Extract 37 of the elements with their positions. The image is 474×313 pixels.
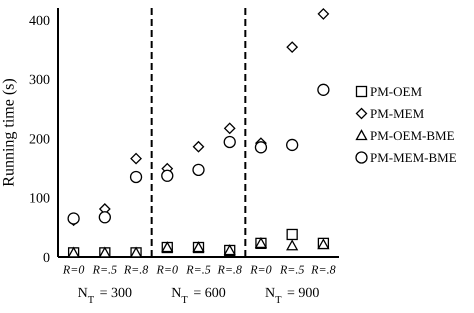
- x-tick-label: R=.5: [185, 262, 211, 277]
- x-tick-label: R=.8: [310, 262, 336, 277]
- y-tick-label: 100: [29, 192, 50, 207]
- y-tick-label: 300: [29, 73, 50, 88]
- point: [286, 228, 298, 240]
- x-tick-label: R=0: [156, 262, 178, 277]
- point: [130, 170, 142, 184]
- x-tick-label: R=.5: [278, 262, 304, 277]
- x-tick-label: R=.8: [122, 262, 148, 277]
- point: [286, 138, 298, 152]
- text: N$_{T}$ = 600: [171, 286, 226, 306]
- point: [161, 170, 174, 182]
- x-tick-label: R=0: [62, 262, 84, 277]
- point: [130, 152, 142, 164]
- legend-label: PM-MEM-BME: [370, 150, 457, 166]
- x-tick-label: R=0: [249, 262, 272, 277]
- text: N$_{T}$ = 900: [264, 286, 320, 306]
- point: [286, 240, 298, 250]
- text: N$_{T}$ = 300: [78, 286, 132, 306]
- y-axis-title: Running time (s): [0, 78, 18, 187]
- y-tick-label: 400: [29, 14, 50, 29]
- x-tick-label: R=.8: [216, 262, 242, 277]
- point: [286, 41, 298, 53]
- y-tick-label: 0: [43, 250, 50, 266]
- legend-label: PM-MEM: [370, 106, 424, 122]
- point: [254, 141, 268, 154]
- point: [192, 164, 205, 176]
- y-tick-label: 200: [29, 132, 50, 148]
- point: [192, 141, 204, 152]
- point: [317, 84, 330, 96]
- point: [224, 122, 236, 134]
- point: [98, 211, 111, 224]
- legend-label: PM-OEM-BME: [370, 128, 455, 144]
- x-tick-label: R=.5: [92, 262, 118, 277]
- point: [224, 136, 236, 148]
- point: [318, 8, 330, 20]
- legend-label: PM-OEM: [370, 84, 422, 100]
